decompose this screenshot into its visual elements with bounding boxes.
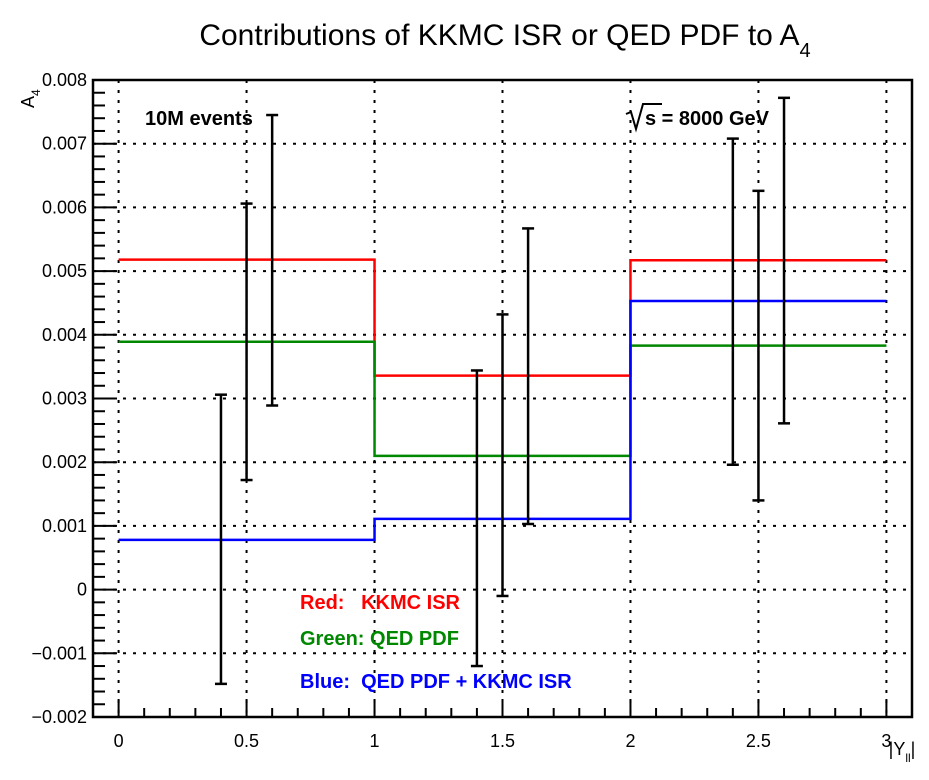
y-tick-label-3: 0.001 xyxy=(42,516,87,536)
events-annotation: 10M events xyxy=(145,108,253,130)
y-tick-label-1: −0.001 xyxy=(31,643,87,663)
x-tick-label-4: 2 xyxy=(625,731,635,751)
y-axis-label: A4 xyxy=(18,89,43,108)
error-bar-5 xyxy=(522,227,535,526)
energy-annotation: s = 8000 GeV xyxy=(625,103,770,133)
error-bar-2 xyxy=(266,113,279,407)
y-tick-label-6: 0.004 xyxy=(42,325,87,345)
tick-labels: 0 0.5 1 1.5 2 2.5 3 −0.002 −0.001 0 0.001 0.002 0.00… xyxy=(31,70,891,751)
error-bars xyxy=(214,96,791,686)
x-tick-label-3: 1.5 xyxy=(490,731,515,751)
x-tick-label-2: 1 xyxy=(370,731,380,751)
x-tick-label-6: 3 xyxy=(881,731,891,751)
ticks xyxy=(93,79,888,718)
y-tick-label-5: 0.003 xyxy=(42,389,87,409)
error-bar-8 xyxy=(778,96,791,425)
y-tick-label-8: 0.006 xyxy=(42,197,87,217)
x-tick-label-1: 0.5 xyxy=(234,731,259,751)
x-tick-label-5: 2.5 xyxy=(746,731,771,751)
y-tick-label-0: −0.002 xyxy=(31,707,87,727)
x-tick-label-0: 0 xyxy=(114,731,124,751)
y-tick-label-10: 0.008 xyxy=(42,70,87,90)
y-tick-label-4: 0.002 xyxy=(42,452,87,472)
error-bar-1 xyxy=(240,202,253,482)
y-tick-label-9: 0.007 xyxy=(42,134,87,154)
legend-green: Green: QED PDF xyxy=(300,628,459,650)
error-bar-4 xyxy=(496,313,509,598)
error-bar-3 xyxy=(470,369,483,668)
error-bar-7 xyxy=(752,189,765,502)
error-bar-6 xyxy=(726,137,739,466)
legend-red: Red: KKMC ISR xyxy=(300,592,461,614)
error-bar-0 xyxy=(214,393,227,686)
x-axis-label: |Yll| xyxy=(889,739,916,765)
y-tick-label-2: 0 xyxy=(77,580,87,600)
sqrt-symbol-icon xyxy=(625,103,662,133)
y-tick-label-7: 0.005 xyxy=(42,261,87,281)
chart-title: Contributions of KKMC ISR or QED PDF to … xyxy=(199,19,810,62)
energy-text: s = 8000 GeV xyxy=(645,108,770,130)
legend-blue: Blue: QED PDF + KKMC ISR xyxy=(300,671,572,693)
